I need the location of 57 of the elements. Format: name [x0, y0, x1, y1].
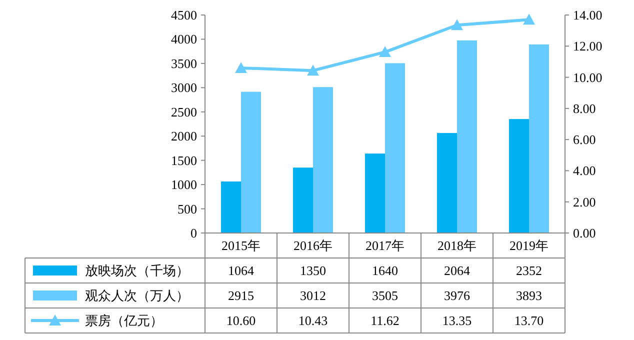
data-label: 3976 [444, 288, 470, 303]
bar [437, 133, 457, 233]
y-tick-label: 3000 [171, 80, 197, 96]
y-tick-label: 1500 [171, 152, 197, 168]
point [379, 46, 391, 58]
x-tick-label: 2019年 [510, 238, 548, 253]
y-tick-label: 4000 [171, 32, 197, 47]
bar [385, 63, 405, 233]
x-tick-label: 2017年 [366, 238, 404, 253]
y2-tick-label: 4.00 [573, 163, 596, 178]
data-label: 1350 [300, 263, 326, 278]
bar [457, 40, 477, 233]
point [523, 14, 535, 25]
plot: 0 500 1000 1500 2000 2500 3000 3500 4000 4500 0.00 2.00 4.00 6.00 8.00 10.00 12.00 14.00 [171, 8, 602, 240]
data-label: 10.60 [226, 313, 256, 328]
bar [529, 44, 549, 233]
y2-tick-label: 12.00 [573, 38, 602, 54]
y-tick-label: 0 [190, 226, 197, 240]
legend-label: 放映场次（千场） [85, 263, 189, 278]
x-tick-label: 2016年 [294, 238, 332, 253]
point [451, 19, 463, 30]
point [307, 64, 319, 76]
x-tick-label: 2015年 [222, 238, 260, 253]
legend-label: 观众人次（万人） [85, 288, 189, 303]
data-label: 1640 [372, 263, 398, 278]
legend-label: 票房（亿元） [85, 313, 163, 328]
bar [293, 168, 313, 233]
data-label: 1064 [228, 263, 254, 278]
data-label: 11.62 [370, 313, 400, 328]
y2-tick-label: 10.00 [573, 70, 602, 85]
data-label: 13.70 [514, 313, 544, 328]
data-label: 2915 [228, 288, 254, 303]
bar [365, 154, 385, 233]
x-tick-label: 2018年 [438, 238, 476, 253]
y-tick-label: 500 [178, 201, 197, 216]
y-tick-label: 2000 [171, 128, 197, 144]
y2-tick-label: 2.00 [573, 194, 596, 210]
data-label: 13.35 [442, 313, 472, 328]
bar [221, 181, 241, 233]
y2-tick-label: 6.00 [573, 132, 596, 148]
bar [241, 92, 261, 233]
data-label: 3505 [372, 288, 398, 303]
y2-tick-label: 8.00 [573, 100, 596, 116]
data-label: 10.43 [298, 313, 328, 328]
data-label: 3893 [516, 288, 542, 303]
data-label: 2064 [444, 263, 470, 278]
bar [313, 87, 333, 233]
y2-tick-label: 14.00 [573, 8, 602, 22]
point [235, 62, 247, 73]
y-tick-label: 4500 [171, 8, 197, 22]
y-tick-label: 2500 [171, 104, 197, 120]
y-tick-label: 1000 [171, 177, 197, 192]
data-label: 2352 [516, 263, 542, 278]
data-label: 3012 [300, 288, 326, 303]
y-tick-label: 3500 [171, 56, 197, 71]
y2-tick-label: 0.00 [573, 226, 596, 240]
bar [509, 119, 529, 233]
